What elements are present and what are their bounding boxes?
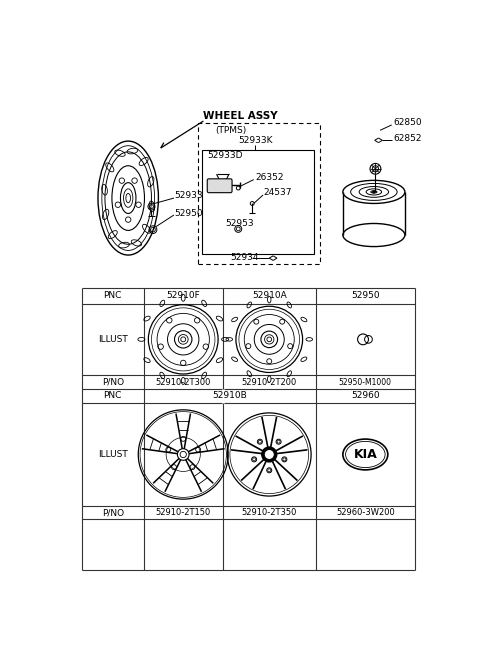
Text: 52934: 52934: [230, 253, 259, 262]
Text: (TPMS): (TPMS): [215, 126, 246, 135]
Text: 52910-2T200: 52910-2T200: [241, 378, 297, 386]
Text: 62850: 62850: [393, 118, 422, 127]
Text: 52933: 52933: [175, 192, 204, 200]
Text: 52950-M1000: 52950-M1000: [339, 378, 392, 386]
Circle shape: [264, 449, 274, 459]
FancyBboxPatch shape: [207, 179, 232, 193]
Text: 52910B: 52910B: [212, 392, 247, 400]
Text: 52950: 52950: [175, 209, 204, 218]
Text: 52933D: 52933D: [207, 152, 243, 160]
Text: 52910F: 52910F: [167, 291, 200, 300]
Text: KIA: KIA: [353, 448, 377, 461]
Text: P/NO: P/NO: [102, 378, 124, 386]
Text: 24537: 24537: [263, 188, 291, 197]
Text: PNC: PNC: [104, 291, 122, 300]
Text: 52910-2T350: 52910-2T350: [241, 508, 297, 517]
Text: PNC: PNC: [104, 392, 122, 400]
Text: WHEEL ASSY: WHEEL ASSY: [204, 111, 278, 121]
Text: 52960-3W200: 52960-3W200: [336, 508, 395, 517]
Text: 52910-2T300: 52910-2T300: [156, 378, 211, 386]
Circle shape: [372, 191, 375, 193]
Circle shape: [262, 447, 277, 462]
Text: 26352: 26352: [255, 173, 284, 182]
Text: 52910A: 52910A: [252, 291, 287, 300]
Text: ILLUST: ILLUST: [98, 450, 128, 459]
Text: 52910-2T150: 52910-2T150: [156, 508, 211, 517]
Text: P/NO: P/NO: [102, 508, 124, 517]
Text: 52933K: 52933K: [238, 136, 273, 145]
Text: 52960: 52960: [351, 392, 380, 400]
Text: 62852: 62852: [393, 134, 422, 142]
Text: 52953: 52953: [225, 219, 254, 228]
Text: 52950: 52950: [351, 291, 380, 300]
Text: ILLUST: ILLUST: [98, 335, 128, 344]
